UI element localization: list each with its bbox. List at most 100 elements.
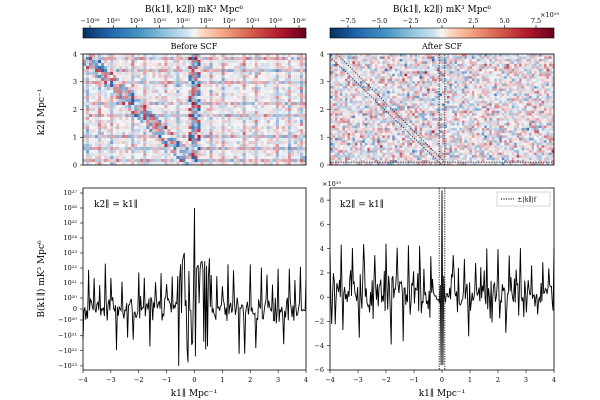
heatmap-cell (212, 108, 216, 112)
heatmap-cell (489, 71, 493, 75)
heatmap-cell (354, 88, 358, 92)
heatmap-cell (194, 129, 198, 133)
heatmap-cell (432, 66, 435, 70)
heatmap-cell (179, 111, 183, 115)
heatmap-cell (364, 86, 368, 89)
heatmap-cell (245, 144, 250, 148)
heatmap-cell (449, 71, 453, 75)
heatmap-cell (546, 88, 550, 92)
heatmap-cell (359, 100, 363, 104)
heatmap-cell (299, 63, 304, 67)
heatmap-cell (179, 162, 183, 166)
heatmap-cell (466, 63, 470, 67)
heatmap-cell (245, 69, 250, 73)
heatmap-cell (466, 78, 470, 82)
heatmap-cell (484, 103, 488, 107)
heatmap-cell (131, 90, 135, 94)
heatmap-cell (131, 114, 135, 118)
heatmap-cell (203, 120, 207, 124)
heatmap-cell (125, 117, 129, 121)
heatmap-cell (354, 86, 358, 89)
heatmap-cell (263, 75, 268, 79)
heatmap-cell (284, 114, 289, 118)
heatmap-cell (449, 86, 453, 89)
heatmap-cell (476, 68, 480, 72)
heatmap-cell (511, 95, 515, 99)
heatmap-cell (287, 162, 292, 166)
heatmap-cell (536, 95, 540, 99)
heatmap-cell (444, 54, 448, 57)
heatmap-cell (239, 135, 244, 139)
heatmap-cell (544, 76, 547, 79)
heatmap-cell (110, 63, 114, 67)
heatmap-cell (424, 58, 428, 62)
heatmap-cell (194, 117, 198, 121)
heatmap-cell (337, 56, 341, 60)
heatmap-cell (372, 105, 376, 109)
heatmap-cell (456, 108, 460, 112)
heatmap-cell (143, 141, 147, 145)
heatmap-cell (134, 129, 138, 133)
heatmap-cell (254, 126, 259, 130)
heatmap-cell (546, 83, 550, 87)
heatmap-cell (384, 113, 388, 116)
heatmap-cell (511, 56, 515, 60)
heatmap-cell (83, 87, 87, 91)
heatmap-cell (242, 129, 247, 133)
heatmap-cell (529, 105, 532, 109)
heatmap-cell (437, 105, 440, 109)
heatmap-cell (155, 105, 159, 109)
heatmap-cell (544, 63, 547, 67)
heatmap-cell (464, 95, 468, 99)
heatmap-cell (494, 54, 498, 57)
heatmap-cell (257, 84, 262, 88)
heatmap-cell (357, 110, 361, 114)
heatmap-cell (194, 72, 198, 76)
heatmap-cell (486, 103, 490, 107)
heatmap-cell (269, 162, 274, 166)
heatmap-cell (389, 110, 393, 114)
heatmap-cell (491, 58, 495, 62)
heatmap-cell (119, 123, 123, 127)
heatmap-cell (484, 56, 488, 60)
heatmap-cell (245, 75, 250, 79)
heatmap-cell (402, 93, 405, 97)
heatmap-cell (339, 88, 343, 92)
heatmap-cell (506, 63, 510, 67)
heatmap-cell (191, 87, 195, 91)
heatmap-cell (194, 120, 198, 124)
heatmap-cell (464, 100, 468, 104)
heatmap-cell (464, 98, 468, 102)
heatmap-cell (337, 71, 341, 75)
heatmap-cell (287, 78, 292, 82)
heatmap-cell (451, 83, 455, 87)
heatmap-cell (412, 68, 415, 72)
heatmap-cell (369, 61, 373, 65)
heatmap-cell (427, 73, 430, 77)
heatmap-cell (471, 68, 475, 72)
heatmap-cell (419, 54, 423, 57)
heatmap-cell (209, 141, 213, 145)
heatmap-cell (409, 108, 413, 112)
heatmap-cell (384, 93, 388, 97)
heatmap-cell (245, 60, 250, 64)
heatmap-cell (197, 144, 201, 148)
heatmap-cell (227, 66, 231, 70)
heatmap-cell (491, 86, 495, 89)
heatmap-cell (212, 81, 216, 85)
heatmap-cell (347, 76, 351, 79)
heatmap-cell (354, 63, 358, 67)
heatmap-cell (496, 58, 500, 62)
heatmap-cell (404, 105, 408, 109)
heatmap-cell (422, 103, 425, 107)
heatmap-cell (514, 58, 517, 62)
heatmap-cell (263, 120, 268, 124)
heatmap-cell (164, 54, 168, 58)
heatmap-cell (221, 75, 225, 79)
heatmap-cell (427, 81, 430, 84)
heatmap-cell (337, 63, 341, 67)
heatmap-cell (266, 84, 271, 88)
heatmap-cell (374, 68, 378, 72)
heatmap-cell (459, 91, 463, 94)
heatmap-cell (481, 66, 485, 70)
